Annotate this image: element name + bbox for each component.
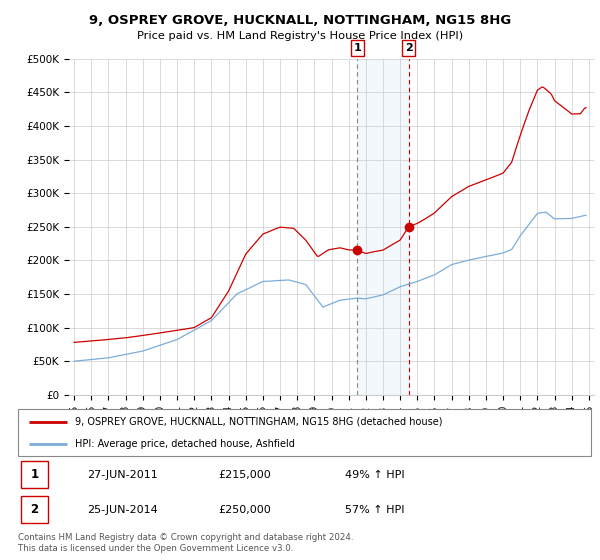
Text: £215,000: £215,000 — [218, 470, 271, 479]
Text: 2: 2 — [31, 503, 38, 516]
Text: Price paid vs. HM Land Registry's House Price Index (HPI): Price paid vs. HM Land Registry's House … — [137, 31, 463, 41]
Text: 9, OSPREY GROVE, HUCKNALL, NOTTINGHAM, NG15 8HG: 9, OSPREY GROVE, HUCKNALL, NOTTINGHAM, N… — [89, 14, 511, 27]
FancyBboxPatch shape — [18, 409, 591, 456]
Text: 25-JUN-2014: 25-JUN-2014 — [87, 505, 158, 515]
Text: 27-JUN-2011: 27-JUN-2011 — [87, 470, 158, 479]
Text: 2: 2 — [405, 43, 413, 53]
Text: Contains HM Land Registry data © Crown copyright and database right 2024.
This d: Contains HM Land Registry data © Crown c… — [18, 533, 353, 553]
Text: 9, OSPREY GROVE, HUCKNALL, NOTTINGHAM, NG15 8HG (detached house): 9, OSPREY GROVE, HUCKNALL, NOTTINGHAM, N… — [76, 417, 443, 427]
FancyBboxPatch shape — [21, 496, 49, 523]
Text: HPI: Average price, detached house, Ashfield: HPI: Average price, detached house, Ashf… — [76, 438, 295, 449]
Text: £250,000: £250,000 — [218, 505, 271, 515]
Text: 57% ↑ HPI: 57% ↑ HPI — [344, 505, 404, 515]
FancyBboxPatch shape — [21, 461, 49, 488]
Text: 1: 1 — [31, 468, 38, 481]
Bar — [357, 59, 409, 395]
Text: 49% ↑ HPI: 49% ↑ HPI — [344, 470, 404, 479]
Text: 1: 1 — [353, 43, 361, 53]
